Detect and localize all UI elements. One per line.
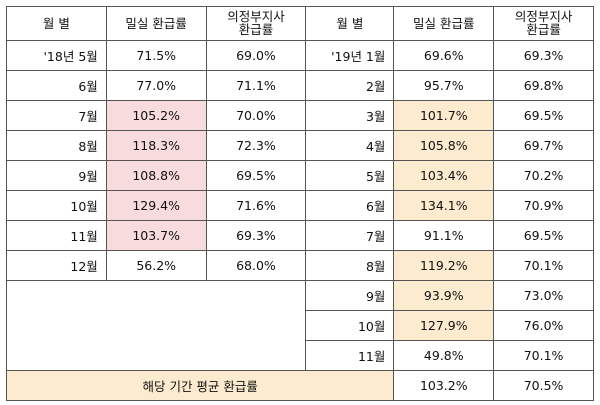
- room-rate-2019-cell: 49.8%: [393, 340, 495, 371]
- table-row: 9월 93.9% 73.0%: [5, 280, 594, 371]
- ref-rate-2019-cell: 69.3%: [493, 40, 594, 71]
- month-2019-cell: '19년 1월: [305, 40, 395, 71]
- room-rate-2019-cell-highlighted: 103.4%: [393, 160, 495, 191]
- ref-rate-2019-cell: 73.0%: [493, 280, 594, 311]
- room-rate-2019-cell-highlighted: 105.8%: [393, 130, 495, 161]
- header-month-right: 월 별: [305, 6, 395, 41]
- table-row: 11월 49.8% 70.1%: [7, 340, 594, 371]
- table-row: 12월 56.2% 68.0% 8월 119.2% 70.1%: [6, 250, 594, 281]
- month-2019-cell: 7월: [305, 220, 395, 251]
- header-ref-right: 의정부지사 환급률: [493, 6, 594, 41]
- ref-rate-2019-cell: 70.9%: [493, 190, 594, 221]
- ref-rate-2019-cell: 70.1%: [493, 340, 594, 371]
- ref-rate-2018-cell: 69.5%: [205, 160, 307, 191]
- footer-row: 해당 기간 평균 환급률 103.2% 70.5%: [5, 370, 594, 401]
- month-2019-cell: 6월: [305, 190, 395, 221]
- ref-rate-2018-cell: 71.1%: [205, 70, 307, 101]
- ref-rate-2019-cell: 69.8%: [493, 70, 594, 101]
- table-row: 6월 77.0% 71.1% 2월 95.7% 69.8%: [6, 70, 594, 101]
- month-2019-cell: 8월: [305, 250, 395, 281]
- month-2018-cell: 12월: [6, 250, 107, 281]
- header-rate-left: 밀실 환급률: [105, 6, 207, 41]
- table-row: 8월 118.3% 72.3% 4월 105.8% 69.7%: [6, 130, 594, 161]
- table-row: 10월 129.4% 71.6% 6월 134.1% 70.9%: [6, 190, 594, 221]
- average-ref-rate: 70.5%: [493, 370, 594, 401]
- ref-rate-2019-cell: 69.5%: [493, 100, 594, 131]
- header-ref-left-line2: 환급률: [238, 22, 274, 37]
- room-rate-2018-cell-highlighted: 108.8%: [105, 160, 207, 191]
- room-rate-2019-cell-highlighted: 134.1%: [393, 190, 495, 221]
- month-2019-cell: 3월: [305, 100, 395, 131]
- month-2019-cell: 2월: [305, 70, 395, 101]
- header-rate-right: 밀실 환급률: [393, 6, 495, 41]
- ref-rate-2018-cell: 71.6%: [205, 190, 307, 221]
- room-rate-2019-cell-highlighted: 101.7%: [393, 100, 495, 131]
- room-rate-2019-cell: 91.1%: [393, 220, 495, 251]
- month-2019-cell: 11월: [305, 340, 395, 371]
- refund-rate-table-container: 월 별 밀실 환급률 의정부지사 환급률 월 별 밀실 환급률 의정부지사 환급…: [5, 6, 594, 401]
- ref-rate-2019-cell: 76.0%: [493, 310, 594, 341]
- month-2018-cell: 10월: [6, 190, 107, 221]
- header-ref-left-line1: 의정부지사: [227, 9, 285, 24]
- table-row: 11월 103.7% 69.3% 7월 91.1% 69.5%: [6, 220, 594, 251]
- average-label: 해당 기간 평균 환급률: [5, 370, 395, 401]
- ref-rate-2019-cell: 69.5%: [493, 220, 594, 251]
- month-2018-cell: 9월: [6, 160, 107, 191]
- room-rate-2018-cell-highlighted: 118.3%: [105, 130, 207, 161]
- table-row: 7월 105.2% 70.0% 3월 101.7% 69.5%: [6, 100, 594, 131]
- empty-2018-area: [5, 280, 307, 371]
- ref-rate-2018-cell: 70.0%: [205, 100, 307, 131]
- month-2018-cell: 7월: [6, 100, 107, 131]
- room-rate-2018-cell-highlighted: 103.7%: [105, 220, 207, 251]
- ref-rate-2019-cell: 70.1%: [493, 250, 594, 281]
- room-rate-2018-cell: 77.0%: [105, 70, 207, 101]
- month-2019-cell: 10월: [305, 310, 395, 341]
- month-2018-cell: 8월: [6, 130, 107, 161]
- header-month-left: 월 별: [6, 6, 107, 41]
- header-ref-right-line2: 환급률: [526, 22, 561, 37]
- room-rate-2018-cell: 71.5%: [105, 40, 207, 71]
- month-2019-cell: 4월: [305, 130, 395, 161]
- ref-rate-2018-cell: 68.0%: [205, 250, 307, 281]
- room-rate-2019-cell-highlighted: 127.9%: [393, 310, 495, 341]
- room-rate-2018-cell-highlighted: 129.4%: [105, 190, 207, 221]
- header-ref-right-line1: 의정부지사: [514, 9, 573, 24]
- month-2018-cell: 11월: [6, 220, 107, 251]
- room-rate-2019-cell: 95.7%: [393, 70, 495, 101]
- ref-rate-2019-cell: 69.7%: [493, 130, 594, 161]
- ref-rate-2018-cell: 69.0%: [205, 40, 307, 71]
- table-row: '18년 5월 71.5% 69.0% '19년 1월 69.6% 69.3%: [6, 40, 594, 71]
- header-ref-left: 의정부지사 환급률: [205, 6, 307, 41]
- month-2018-cell: '18년 5월: [6, 40, 107, 71]
- month-2018-cell: 6월: [6, 70, 107, 101]
- room-rate-2018-cell: 56.2%: [105, 250, 207, 281]
- ref-rate-2019-cell: 70.2%: [493, 160, 594, 191]
- ref-rate-2018-cell: 72.3%: [205, 130, 307, 161]
- room-rate-2019-cell: 69.6%: [393, 40, 495, 71]
- room-rate-2019-cell-highlighted: 119.2%: [393, 250, 495, 281]
- header-row: 월 별 밀실 환급률 의정부지사 환급률 월 별 밀실 환급률 의정부지사 환급…: [6, 6, 594, 41]
- ref-rate-2018-cell: 69.3%: [205, 220, 307, 251]
- refund-rate-table: 월 별 밀실 환급률 의정부지사 환급률 월 별 밀실 환급률 의정부지사 환급…: [5, 6, 594, 401]
- month-2019-cell: 5월: [305, 160, 395, 191]
- month-2019-cell: 9월: [305, 280, 395, 311]
- room-rate-2018-cell-highlighted: 105.2%: [105, 100, 207, 131]
- table-row: 9월 108.8% 69.5% 5월 103.4% 70.2%: [6, 160, 594, 191]
- table-row: 10월 127.9% 76.0%: [7, 310, 594, 341]
- average-room-rate: 103.2%: [393, 370, 495, 401]
- room-rate-2019-cell-highlighted: 93.9%: [393, 280, 495, 311]
